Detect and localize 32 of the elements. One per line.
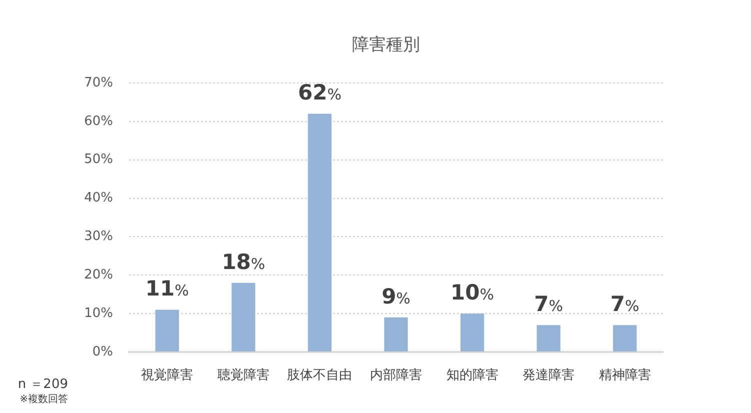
data-label: 10% [450, 280, 494, 305]
y-tick-label: 10% [84, 306, 113, 321]
x-tick-label: 知的障害 [446, 367, 498, 384]
y-tick-label: 40% [84, 190, 113, 206]
x-tick-label: 精神障害 [598, 367, 651, 384]
y-tick-label: 70% [84, 75, 113, 90]
bar [232, 282, 256, 352]
x-tick-label: 肢体不自由 [287, 368, 352, 384]
data-label: 7% [534, 292, 564, 316]
data-label: 62% [298, 80, 342, 105]
y-tick-label: 50% [84, 152, 113, 168]
y-tick-label: 60% [84, 114, 113, 129]
bar [155, 310, 179, 352]
y-tick-label: 30% [84, 229, 113, 244]
data-label: 7% [610, 292, 640, 316]
y-tick-label: 20% [84, 268, 113, 283]
y-tick-label: 0% [92, 344, 113, 360]
text: ※複数回答 [18, 392, 68, 407]
data-label: 18% [222, 250, 266, 274]
bar [613, 325, 637, 352]
x-tick-label: 聴覚障害 [217, 367, 270, 384]
x-tick-label: 発達障害 [522, 367, 575, 384]
chart-title: 障害種別 [351, 34, 421, 56]
data-label: 11% [145, 276, 189, 301]
bar [536, 325, 560, 352]
bar [384, 317, 408, 352]
x-tick-label: 視覚障害 [141, 367, 194, 384]
x-tick-label: 内部障害 [370, 367, 422, 384]
bar [308, 114, 332, 352]
bar [460, 314, 484, 352]
data-label: 9% [382, 284, 410, 308]
text: n ＝209 [16, 377, 68, 392]
